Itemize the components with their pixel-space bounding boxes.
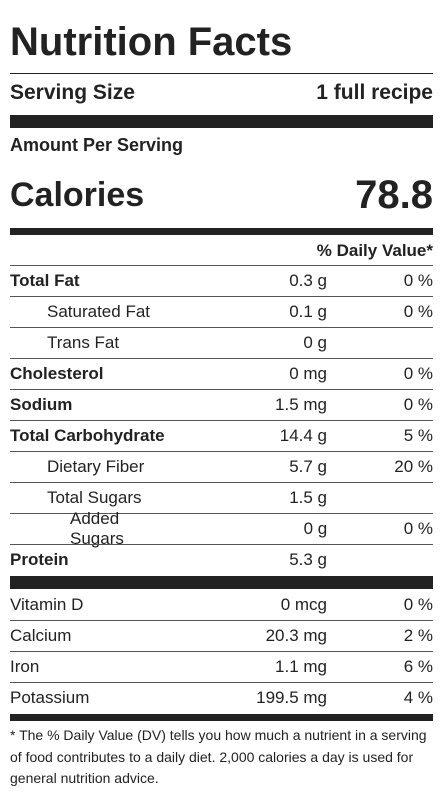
- nutrient-name: Total Fat: [10, 271, 80, 290]
- nutrient-amount: 0.3 g: [289, 271, 327, 290]
- vitamin-row-iron: Iron 1.1 mg 6 %: [10, 652, 433, 682]
- nutrient-amount: 0 g: [303, 333, 327, 352]
- vitamin-row-vitamin-d: Vitamin D 0 mcg 0 %: [10, 590, 433, 620]
- nutrient-name: Total Sugars: [47, 488, 142, 507]
- nutrient-row-sodium: Sodium 1.5 mg 0 %: [10, 390, 433, 420]
- nutrient-daily-value: 0 %: [403, 395, 433, 414]
- amount-per-serving: Amount Per Serving: [10, 135, 184, 155]
- vitamin-amount: 0 mcg: [280, 595, 327, 614]
- nutrient-name: Total Carbohydrate: [10, 426, 165, 445]
- daily-value-footnote: * The % Daily Value (DV) tells you how m…: [10, 727, 427, 786]
- vitamin-row-calcium: Calcium 20.3 mg 2 %: [10, 621, 433, 651]
- nutrient-daily-value: 0 %: [403, 519, 433, 538]
- nutrient-name: Trans Fat: [47, 333, 120, 352]
- row-divider: [10, 482, 433, 483]
- vitamin-name: Iron: [10, 657, 40, 676]
- vitamin-amount: 20.3 mg: [265, 626, 327, 645]
- nutrient-row-cholesterol: Cholesterol 0 mg 0 %: [10, 359, 433, 389]
- vitamin-name: Vitamin D: [10, 595, 84, 614]
- nutrient-amount: 0 mg: [289, 364, 327, 383]
- row-divider: [10, 296, 433, 297]
- vitamin-daily-value: 4 %: [403, 688, 433, 707]
- vitamin-amount: 199.5 mg: [256, 688, 327, 707]
- calories-row: Calories 78.8: [10, 170, 433, 220]
- label-title: Nutrition Facts: [10, 20, 293, 64]
- nutrient-amount: 5.3 g: [289, 550, 327, 569]
- row-divider: [10, 513, 433, 514]
- vitamin-daily-value: 2 %: [403, 626, 433, 645]
- row-divider: [10, 358, 433, 359]
- row-divider: [10, 420, 433, 421]
- nutrient-row-trans-fat: Trans Fat 0 g: [10, 328, 433, 358]
- nutrient-amount: 14.4 g: [279, 426, 327, 445]
- medium-divider: [10, 228, 433, 235]
- nutrient-daily-value: 0 %: [403, 302, 433, 321]
- row-divider: [10, 451, 433, 452]
- nutrient-name: Sodium: [10, 395, 73, 414]
- nutrient-daily-value: 20 %: [394, 457, 433, 476]
- nutrient-daily-value: 5 %: [403, 426, 433, 445]
- vitamin-daily-value: 0 %: [403, 595, 433, 614]
- vitamin-amount: 1.1 mg: [275, 657, 327, 676]
- nutrient-name: Added Sugars: [70, 509, 124, 548]
- nutrient-amount: 0.1 g: [289, 302, 327, 321]
- nutrient-row-total-sugars: Total Sugars 1.5 g: [10, 483, 433, 513]
- nutrient-name: Protein: [10, 550, 69, 569]
- row-divider: [10, 389, 433, 390]
- calories-label: Calories: [10, 175, 145, 214]
- nutrient-name: Saturated Fat: [47, 302, 151, 321]
- nutrient-amount: 1.5 mg: [275, 395, 327, 414]
- serving-size-label: Serving Size: [10, 81, 135, 104]
- serving-size-row: Serving Size 1 full recipe: [10, 78, 433, 108]
- row-divider: [10, 651, 433, 652]
- nutrient-daily-value: 0 %: [403, 364, 433, 383]
- nutrient-row-total-fat: Total Fat 0.3 g 0 %: [10, 266, 433, 296]
- row-divider: [10, 544, 433, 545]
- nutrient-row-dietary-fiber: Dietary Fiber 5.7 g 20 %: [10, 452, 433, 482]
- row-divider: [10, 620, 433, 621]
- row-divider: [10, 682, 433, 683]
- vitamin-name: Potassium: [10, 688, 90, 707]
- nutrient-name: Dietary Fiber: [47, 457, 145, 476]
- nutrient-name: Cholesterol: [10, 364, 104, 383]
- medium-divider: [10, 714, 433, 721]
- nutrient-row-added-sugars: Added Sugars 0 g 0 %: [10, 509, 433, 548]
- calories-value: 78.8: [355, 172, 433, 217]
- serving-size-value: 1 full recipe: [316, 81, 433, 104]
- nutrient-row-saturated-fat: Saturated Fat 0.1 g 0 %: [10, 297, 433, 327]
- thick-divider: [10, 115, 433, 128]
- nutrient-row-total-carbohydrate: Total Carbohydrate 14.4 g 5 %: [10, 421, 433, 451]
- vitamin-name: Calcium: [10, 626, 72, 645]
- nutrient-row-protein: Protein 5.3 g: [10, 545, 433, 575]
- nutrient-amount: 1.5 g: [289, 488, 327, 507]
- nutrient-daily-value: 0 %: [403, 271, 433, 290]
- thick-divider: [10, 576, 433, 589]
- nutrient-amount: 5.7 g: [289, 457, 327, 476]
- nutrient-amount: 0 g: [303, 519, 328, 538]
- row-divider: [10, 327, 433, 328]
- title-divider: [10, 73, 433, 74]
- row-divider: [10, 265, 433, 266]
- vitamin-row-potassium: Potassium 199.5 mg 4 %: [10, 683, 433, 713]
- vitamin-daily-value: 6 %: [403, 657, 433, 676]
- daily-value-header: % Daily Value*: [316, 241, 433, 260]
